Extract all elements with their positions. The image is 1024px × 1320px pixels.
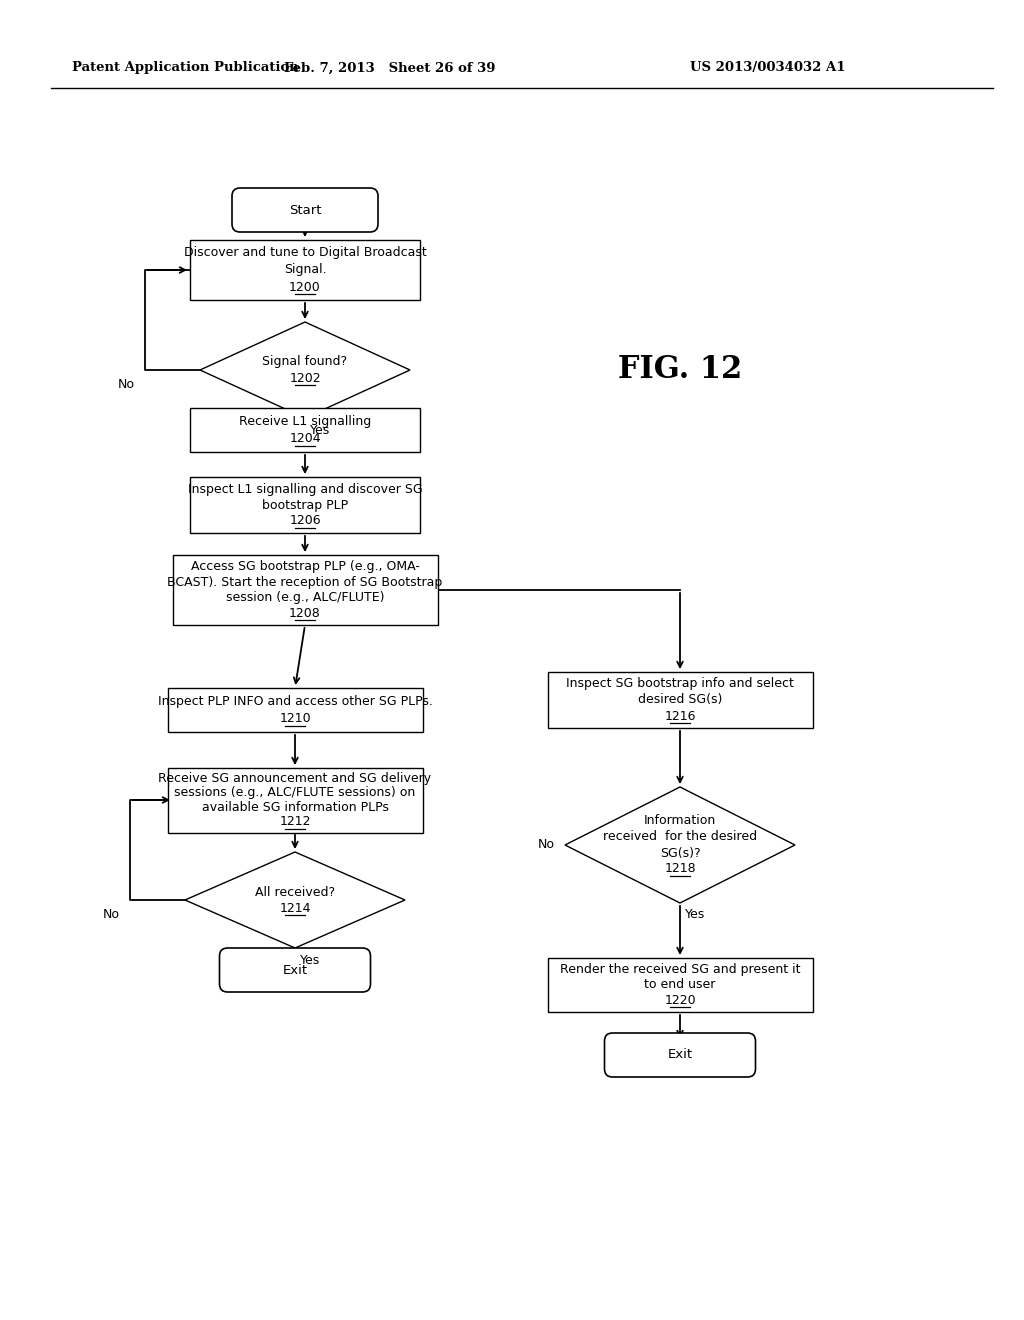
Bar [548,672,812,729]
Bar [168,767,423,833]
Text: Inspect PLP INFO and access other SG PLPs.: Inspect PLP INFO and access other SG PLP… [158,694,432,708]
Text: sessions (e.g., ALC/FLUTE sessions) on: sessions (e.g., ALC/FLUTE sessions) on [174,787,416,800]
Text: received  for the desired: received for the desired [603,830,757,843]
Bar [190,408,420,451]
Text: bootstrap PLP: bootstrap PLP [262,499,348,511]
Text: Exit: Exit [283,964,307,977]
Polygon shape [200,322,410,418]
Text: Information: Information [644,814,716,828]
Text: to end user: to end user [644,978,716,991]
Bar [168,688,423,733]
Text: Inspect L1 signalling and discover SG: Inspect L1 signalling and discover SG [187,483,422,495]
Text: Access SG bootstrap PLP (e.g., OMA-: Access SG bootstrap PLP (e.g., OMA- [190,560,420,573]
Text: 1200: 1200 [289,281,321,293]
Text: Yes: Yes [310,424,331,437]
Text: Receive SG announcement and SG delivery: Receive SG announcement and SG delivery [159,772,431,785]
Text: Yes: Yes [685,908,706,921]
FancyBboxPatch shape [219,948,371,993]
Text: Feb. 7, 2013   Sheet 26 of 39: Feb. 7, 2013 Sheet 26 of 39 [285,62,496,74]
Text: Inspect SG bootstrap info and select: Inspect SG bootstrap info and select [566,677,794,690]
Text: 1220: 1220 [665,994,696,1007]
Text: 1210: 1210 [280,713,311,725]
Text: FIG. 12: FIG. 12 [617,355,742,385]
Text: Signal.: Signal. [284,264,327,276]
Text: Discover and tune to Digital Broadcast: Discover and tune to Digital Broadcast [183,247,426,259]
Text: BCAST). Start the reception of SG Bootstrap: BCAST). Start the reception of SG Bootst… [167,576,442,589]
Text: No: No [118,379,135,392]
Bar [190,477,420,533]
Text: 1214: 1214 [280,902,310,915]
FancyBboxPatch shape [604,1034,756,1077]
Bar [548,958,812,1012]
Text: 1212: 1212 [280,816,310,828]
Text: No: No [103,908,120,921]
Bar [190,240,420,300]
Text: 1216: 1216 [665,710,695,722]
Text: Start: Start [289,203,322,216]
Text: Yes: Yes [300,953,321,966]
Polygon shape [565,787,795,903]
Text: desired SG(s): desired SG(s) [638,693,722,706]
Text: available SG information PLPs: available SG information PLPs [202,801,388,813]
Text: Exit: Exit [668,1048,692,1061]
Text: No: No [538,838,555,851]
Text: 1208: 1208 [289,607,321,620]
Text: 1204: 1204 [289,433,321,445]
Text: Patent Application Publication: Patent Application Publication [72,62,299,74]
Text: SG(s)?: SG(s)? [659,846,700,859]
Polygon shape [185,851,406,948]
Text: Receive L1 signalling: Receive L1 signalling [239,414,371,428]
Text: session (e.g., ALC/FLUTE): session (e.g., ALC/FLUTE) [225,591,384,605]
Text: All received?: All received? [255,886,335,899]
FancyBboxPatch shape [232,187,378,232]
Text: Signal found?: Signal found? [262,355,347,368]
Bar [172,554,437,624]
Text: 1206: 1206 [289,515,321,528]
Text: 1218: 1218 [665,862,696,875]
Text: 1202: 1202 [289,371,321,384]
Text: Render the received SG and present it: Render the received SG and present it [560,964,800,975]
Text: US 2013/0034032 A1: US 2013/0034032 A1 [690,62,846,74]
